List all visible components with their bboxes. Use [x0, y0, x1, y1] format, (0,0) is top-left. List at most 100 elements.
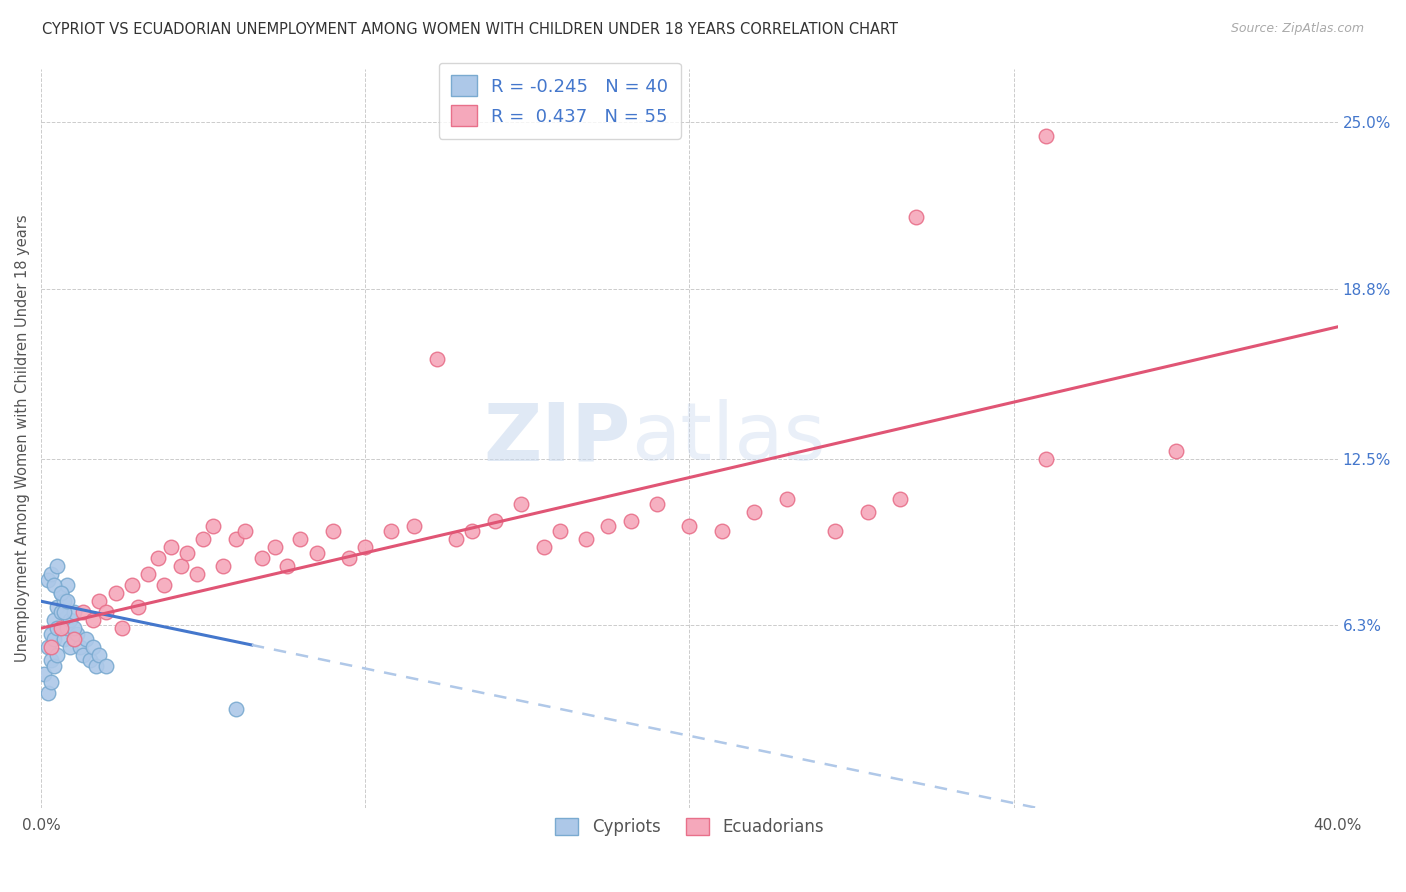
Point — [49, 586, 72, 600]
Point — [533, 541, 555, 555]
Point — [72, 648, 94, 662]
Point — [305, 546, 328, 560]
Point — [136, 567, 159, 582]
Point — [49, 605, 72, 619]
Point — [49, 621, 72, 635]
Text: Source: ZipAtlas.com: Source: ZipAtlas.com — [1230, 22, 1364, 36]
Text: atlas: atlas — [631, 400, 825, 477]
Point — [211, 559, 233, 574]
Point — [426, 352, 449, 367]
Point — [89, 594, 111, 608]
Point — [127, 599, 149, 614]
Point — [84, 658, 107, 673]
Point — [39, 675, 62, 690]
Y-axis label: Unemployment Among Women with Children Under 18 years: Unemployment Among Women with Children U… — [15, 215, 30, 662]
Point — [56, 578, 79, 592]
Point — [46, 621, 69, 635]
Point — [575, 533, 598, 547]
Point — [290, 533, 312, 547]
Point — [776, 491, 799, 506]
Point — [276, 559, 298, 574]
Text: CYPRIOT VS ECUADORIAN UNEMPLOYMENT AMONG WOMEN WITH CHILDREN UNDER 18 YEARS CORR: CYPRIOT VS ECUADORIAN UNEMPLOYMENT AMONG… — [42, 22, 898, 37]
Point — [402, 519, 425, 533]
Point — [484, 514, 506, 528]
Point — [39, 626, 62, 640]
Point — [62, 632, 84, 646]
Point — [46, 559, 69, 574]
Point — [34, 667, 56, 681]
Point — [46, 648, 69, 662]
Point — [37, 686, 59, 700]
Point — [39, 567, 62, 582]
Point — [49, 586, 72, 600]
Point — [59, 613, 82, 627]
Point — [461, 524, 484, 539]
Point — [42, 578, 65, 592]
Point — [56, 594, 79, 608]
Point — [710, 524, 733, 539]
Point — [72, 605, 94, 619]
Point — [598, 519, 620, 533]
Point — [146, 551, 169, 566]
Point — [233, 524, 256, 539]
Point — [1035, 128, 1057, 143]
Point — [176, 546, 198, 560]
Point — [111, 621, 134, 635]
Point — [69, 640, 91, 654]
Point — [39, 653, 62, 667]
Point — [645, 497, 668, 511]
Point — [1035, 451, 1057, 466]
Point — [169, 559, 191, 574]
Point — [250, 551, 273, 566]
Text: ZIP: ZIP — [484, 400, 631, 477]
Point — [37, 573, 59, 587]
Point — [52, 632, 75, 646]
Point — [193, 533, 215, 547]
Point — [62, 632, 84, 646]
Point — [82, 640, 104, 654]
Point — [263, 541, 285, 555]
Point — [52, 605, 75, 619]
Point — [905, 210, 928, 224]
Point — [52, 594, 75, 608]
Point — [66, 626, 89, 640]
Legend: Cypriots, Ecuadorians: Cypriots, Ecuadorians — [547, 810, 832, 845]
Point — [380, 524, 402, 539]
Point — [94, 605, 117, 619]
Point — [94, 658, 117, 673]
Point — [225, 533, 247, 547]
Point — [620, 514, 643, 528]
Point — [225, 702, 247, 716]
Point — [59, 640, 82, 654]
Point — [62, 605, 84, 619]
Point — [89, 648, 111, 662]
Point — [37, 640, 59, 654]
Point — [62, 621, 84, 635]
Point — [186, 567, 208, 582]
Point — [39, 640, 62, 654]
Point — [46, 599, 69, 614]
Point — [889, 491, 911, 506]
Point — [159, 541, 181, 555]
Point — [1164, 443, 1187, 458]
Point — [678, 519, 700, 533]
Point — [337, 551, 360, 566]
Point — [82, 613, 104, 627]
Point — [79, 653, 101, 667]
Point — [56, 621, 79, 635]
Point — [104, 586, 127, 600]
Point — [354, 541, 377, 555]
Point — [42, 658, 65, 673]
Point — [444, 533, 467, 547]
Point — [201, 519, 224, 533]
Point — [153, 578, 176, 592]
Point — [76, 632, 98, 646]
Point — [742, 506, 765, 520]
Point — [548, 524, 571, 539]
Point — [856, 506, 879, 520]
Point — [42, 632, 65, 646]
Point — [824, 524, 846, 539]
Point — [42, 613, 65, 627]
Point — [509, 497, 531, 511]
Point — [121, 578, 143, 592]
